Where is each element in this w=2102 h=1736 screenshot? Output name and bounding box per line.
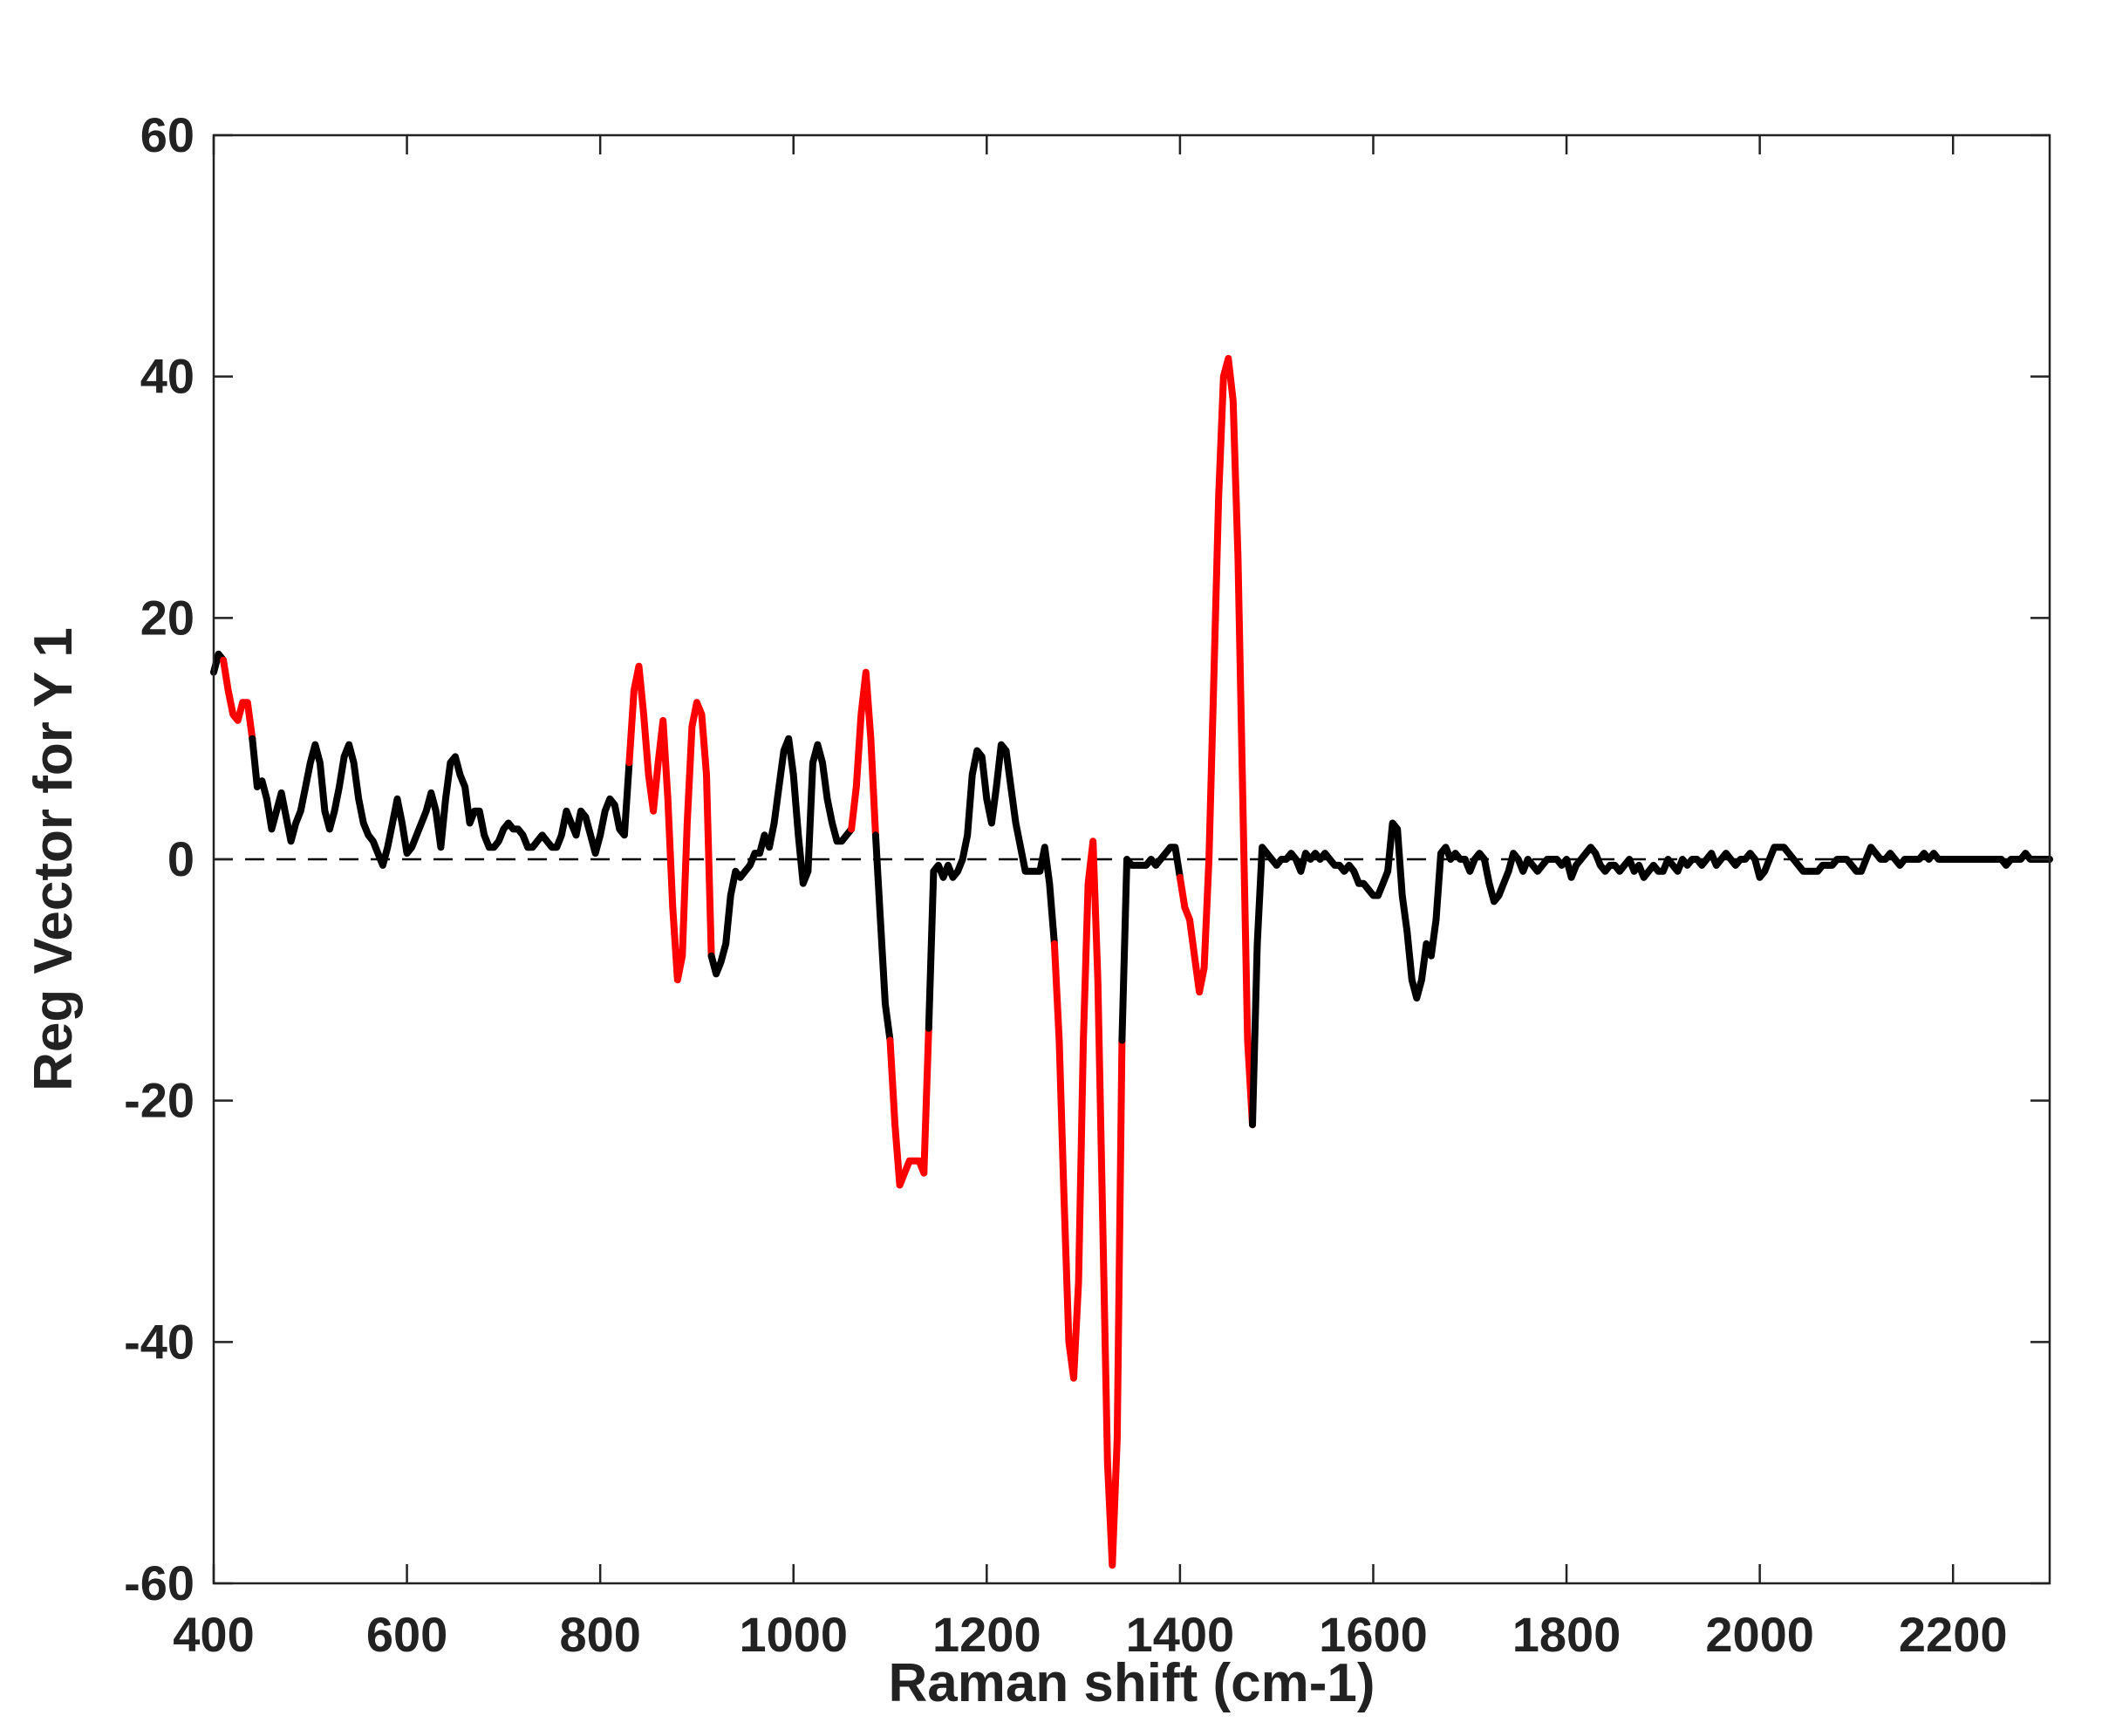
series-normal-segment-8 — [925, 741, 1058, 1032]
y-tick-label--60: -60 — [124, 1555, 195, 1610]
y-tick-label-60: 60 — [140, 107, 195, 162]
x-tick-label-800: 800 — [559, 1607, 640, 1662]
series-highlighted-segment-9 — [1050, 837, 1126, 1569]
y-axis-title: Reg Vector for Y 1 — [24, 627, 84, 1091]
series-layer — [210, 354, 2053, 1569]
x-tick-label-2000: 2000 — [1705, 1607, 1814, 1662]
series-normal-segment-4 — [707, 735, 856, 978]
series-highlighted-segment-5 — [848, 668, 879, 839]
x-tick-label-2200: 2200 — [1899, 1607, 2008, 1662]
series-normal-segment-10 — [1118, 844, 1184, 1044]
x-tick-label-1400: 1400 — [1126, 1607, 1235, 1662]
series-highlighted-segment-3 — [625, 662, 715, 984]
series-highlighted-segment-1 — [220, 656, 256, 742]
series-normal-segment-12 — [1249, 819, 2053, 1129]
y-tick-label-20: 20 — [140, 590, 195, 645]
axes-layer — [212, 133, 2051, 1585]
series-normal-segment-2 — [249, 735, 633, 869]
series-highlighted-segment-11 — [1176, 354, 1256, 1129]
x-tick-label-1600: 1600 — [1319, 1607, 1428, 1662]
x-tick-label-1800: 1800 — [1512, 1607, 1621, 1662]
x-tick-label-1200: 1200 — [932, 1607, 1041, 1662]
tick-labels-layer: 400 600 800 1000 1200 1400 1600 1800 2000 2200-60… — [124, 107, 2007, 1662]
x-tick-label-1000: 1000 — [739, 1607, 848, 1662]
x-tick-label-600: 600 — [366, 1607, 447, 1662]
y-tick-label-0: 0 — [167, 831, 195, 886]
y-tick-label--20: -20 — [124, 1073, 195, 1128]
y-tick-label-40: 40 — [140, 349, 195, 404]
series-highlighted-segment-7 — [886, 1024, 932, 1189]
x-axis-title: Raman shift (cm-1) — [888, 1653, 1375, 1713]
x-tick-label-400: 400 — [173, 1607, 254, 1662]
y-tick-label--40: -40 — [124, 1314, 195, 1369]
series-normal-segment-6 — [871, 831, 894, 1044]
